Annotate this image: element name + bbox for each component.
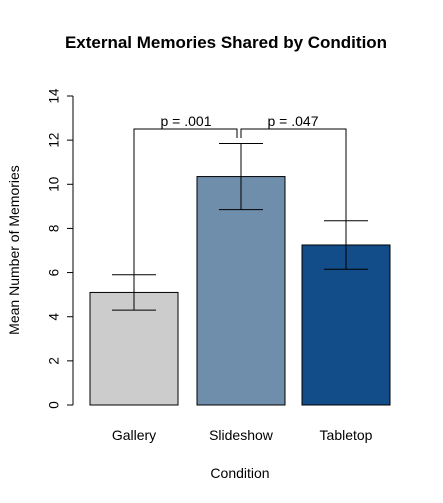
bar-tabletop — [301, 244, 391, 406]
bar-slideshow — [196, 176, 286, 406]
x-category-label: Slideshow — [209, 427, 274, 443]
bars — [89, 176, 391, 406]
x-axis-labels: Gallery Slideshow Tabletop — [112, 427, 373, 443]
significance-brackets: p = .001 p = .047 — [133, 113, 347, 275]
y-tick-label: 10 — [47, 177, 62, 192]
y-tick-label: 4 — [47, 312, 62, 320]
y-tick-label: 2 — [47, 357, 62, 365]
significance-label: p = .001 — [161, 113, 212, 129]
error-bars — [112, 142, 368, 311]
y-tick-label: 6 — [47, 269, 62, 277]
y-tick-label: 8 — [47, 225, 62, 233]
y-axis: 0 2 4 6 8 10 12 14 — [47, 88, 74, 409]
y-tick-label: 14 — [47, 88, 62, 104]
y-tick-label: 0 — [47, 401, 62, 409]
x-axis-title: Condition — [210, 465, 269, 481]
y-axis-title: Mean Number of Memories — [6, 165, 22, 335]
significance-bracket — [133, 128, 238, 275]
significance-label: p = .047 — [268, 113, 319, 129]
y-tick-label: 12 — [47, 133, 62, 148]
x-category-label: Gallery — [112, 427, 156, 443]
significance-bracket — [240, 128, 347, 221]
bar-gallery — [89, 291, 179, 406]
x-category-label: Tabletop — [320, 427, 373, 443]
chart-title: External Memories Shared by Condition — [65, 33, 387, 52]
